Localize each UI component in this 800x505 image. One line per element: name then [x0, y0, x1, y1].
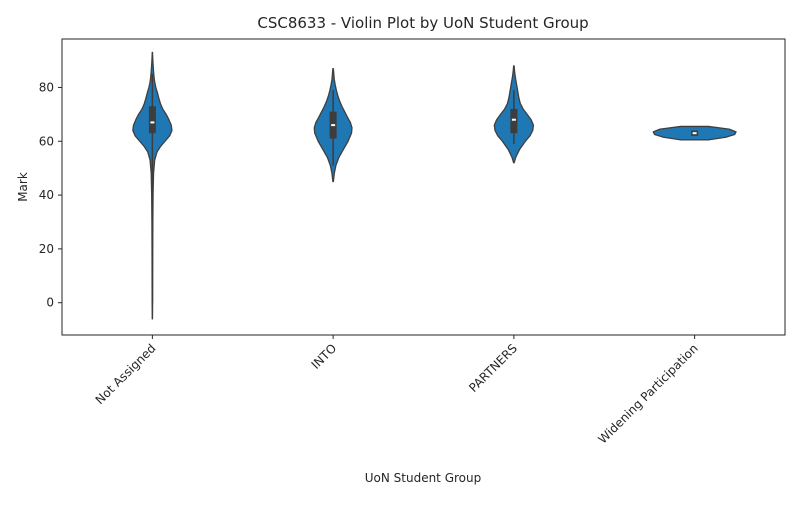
- y-axis: 0 20 40 60 80: [39, 80, 62, 310]
- violin-iqr-box: [510, 108, 518, 134]
- y-tick-label: 40: [39, 188, 54, 202]
- y-axis-label: Mark: [16, 172, 30, 202]
- y-tick-label: 80: [39, 80, 54, 94]
- y-tick-label: 60: [39, 134, 54, 148]
- x-tick-label: INTO: [309, 341, 340, 372]
- violin-median-marker: [511, 118, 516, 121]
- x-tick-label: PARTNERS: [466, 341, 520, 395]
- violin-median-marker: [692, 132, 697, 135]
- plot-frame: [61, 38, 786, 336]
- plot-area: [132, 51, 737, 320]
- violin-median-marker: [150, 121, 155, 124]
- violin-median-marker: [331, 124, 336, 127]
- x-axis-label: UoN Student Group: [365, 471, 482, 485]
- x-tick-label: Widening Participation: [596, 341, 701, 446]
- violin-iqr-box: [148, 106, 156, 134]
- x-tick-label: Not Assigned: [93, 341, 159, 407]
- y-tick-label: 20: [39, 242, 54, 256]
- x-axis: Not Assigned INTO PARTNERS Widening Partici…: [93, 335, 701, 446]
- chart-title: CSC8633 - Violin Plot by UoN Student Gro…: [257, 14, 588, 32]
- y-tick-label: 0: [46, 296, 54, 310]
